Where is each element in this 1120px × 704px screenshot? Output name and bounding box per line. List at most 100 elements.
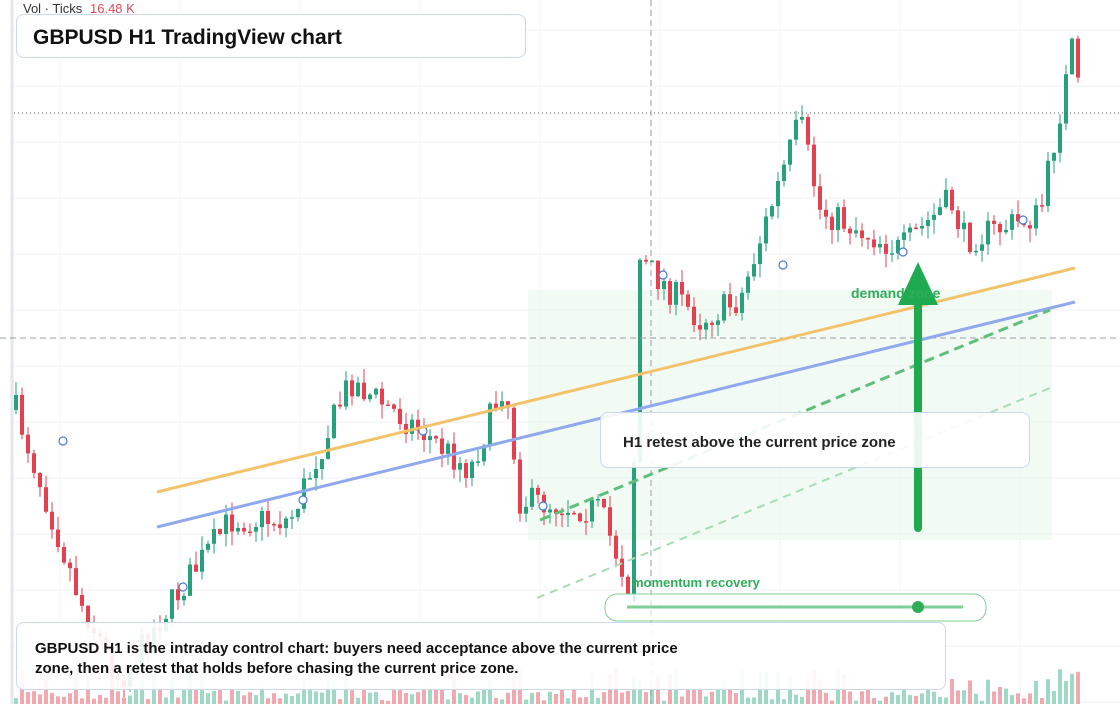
candle-body — [86, 605, 90, 629]
candle-body — [1034, 205, 1038, 229]
volume-bar — [974, 693, 978, 704]
volume-bar — [866, 687, 870, 704]
volume-bar — [476, 691, 480, 704]
volume-bar — [662, 700, 666, 704]
candle-body — [212, 528, 216, 544]
volume-bar — [680, 696, 684, 704]
volume-bar — [92, 698, 96, 704]
candle-body — [224, 514, 228, 534]
volume-bar — [278, 698, 282, 704]
volume-bar — [434, 688, 438, 704]
volume-bar — [50, 692, 54, 704]
candle-body — [764, 216, 768, 244]
candle-body — [1010, 214, 1014, 230]
volume-bar — [920, 693, 924, 704]
volume-bar — [326, 679, 330, 704]
volume-bar — [536, 692, 540, 704]
volume-bar — [1076, 671, 1080, 704]
candle-body — [890, 253, 894, 255]
volume-bar — [584, 697, 588, 704]
candle-body — [692, 306, 696, 326]
candle-body — [812, 144, 816, 187]
volume-bar — [26, 692, 30, 704]
candle-body — [926, 219, 930, 226]
volume-bar — [212, 691, 216, 704]
candle-body — [1058, 123, 1062, 153]
volume-bar — [140, 679, 144, 704]
volume-bar — [482, 688, 486, 704]
volume-bar — [224, 700, 228, 704]
volume-bar — [386, 700, 390, 704]
candle-body — [620, 558, 624, 577]
candle-body — [62, 547, 66, 563]
candle-body — [494, 403, 498, 409]
candle-body — [446, 443, 450, 454]
volume-bar — [446, 699, 450, 704]
retest-label: H1 retest above the current price zone — [623, 434, 896, 451]
volume-bar — [128, 695, 132, 704]
volume-bar — [854, 700, 858, 704]
volume-bar — [572, 687, 576, 704]
volume-bar — [68, 693, 72, 704]
candle-body — [1052, 152, 1056, 161]
volume-bar — [266, 698, 270, 704]
candle-body — [272, 523, 276, 526]
candle-body — [980, 244, 984, 251]
volume-bar — [752, 697, 756, 704]
candle-body — [398, 408, 402, 425]
volume-bar — [1064, 680, 1068, 704]
volume-bar — [542, 700, 546, 704]
candle-body — [908, 227, 912, 233]
volume-bar — [470, 697, 474, 704]
candle-body — [482, 445, 486, 462]
volume-bar — [980, 700, 984, 704]
candle-body — [866, 238, 870, 240]
slider-knob[interactable] — [912, 601, 924, 613]
volume-bar — [356, 697, 360, 704]
event-marker — [658, 270, 668, 280]
candle-body — [458, 463, 462, 470]
volume-bar — [260, 687, 264, 704]
candle-body — [368, 394, 372, 400]
volume-bar — [194, 688, 198, 704]
volume-bar — [410, 694, 414, 704]
candle-body — [362, 382, 366, 400]
volume-bar — [176, 697, 180, 704]
volume-bar — [782, 699, 786, 704]
demand-label: demand zone — [851, 285, 941, 301]
volume-bar — [122, 697, 126, 704]
candle-body — [68, 562, 72, 569]
volume-bar — [704, 696, 708, 704]
candle-body — [374, 388, 378, 395]
volume-bar — [728, 689, 732, 704]
candle-body — [716, 320, 720, 325]
candle-body — [776, 181, 780, 207]
volume-bar — [416, 692, 420, 704]
volume-bar — [650, 689, 654, 704]
volume-bar — [848, 691, 852, 704]
volume-bar — [440, 689, 444, 704]
volume-bar — [104, 697, 108, 704]
volume-bar — [206, 693, 210, 704]
candle-body — [704, 322, 708, 330]
candle-body — [74, 568, 78, 596]
candle-body — [488, 403, 492, 446]
candle-body — [656, 260, 660, 290]
volume-bar — [308, 690, 312, 704]
volume-bar — [956, 690, 960, 704]
candle-body — [632, 462, 636, 594]
candle-body — [470, 461, 474, 479]
volume-bar — [734, 693, 738, 704]
candle-body — [644, 259, 648, 262]
candle-body — [218, 528, 222, 534]
candle-body — [434, 436, 438, 439]
candle-body — [884, 243, 888, 254]
volume-bar — [524, 699, 528, 704]
candle-body — [188, 564, 192, 596]
volume-bar — [146, 698, 150, 704]
volume-bar — [236, 690, 240, 704]
candle-body — [350, 380, 354, 397]
volume-bar — [770, 699, 774, 704]
candle-body — [860, 230, 864, 239]
candle-body — [956, 210, 960, 230]
